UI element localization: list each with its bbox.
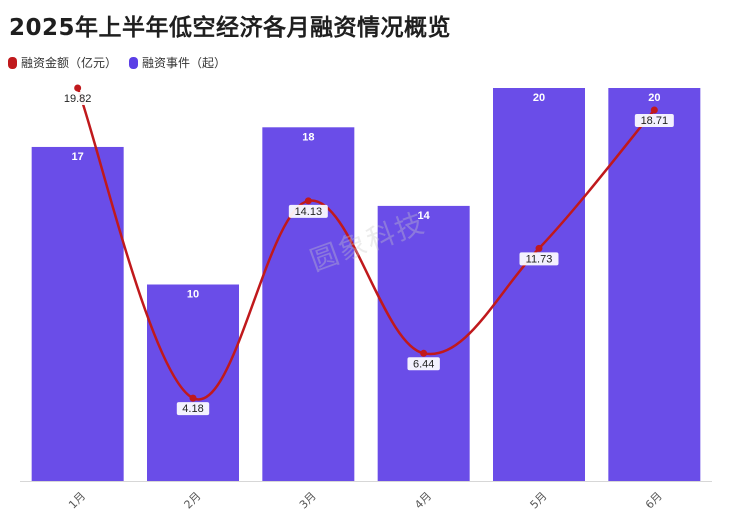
line-value-bg-3 bbox=[288, 204, 328, 218]
legend: 融资金额（亿元） 融资事件（起） bbox=[8, 54, 226, 71]
line-value-label-1: 19.82 bbox=[64, 93, 92, 105]
bar-value-label-4: 14 bbox=[418, 210, 431, 222]
line-point-5 bbox=[535, 244, 543, 252]
line-value-label-4: 6.44 bbox=[413, 358, 434, 370]
bar-1 bbox=[31, 146, 124, 481]
legend-item-amount[interactable]: 融资金额（亿元） bbox=[8, 54, 117, 71]
line-value-bg-5 bbox=[519, 252, 559, 266]
bar-4 bbox=[377, 205, 470, 481]
line-value-bg-6 bbox=[634, 114, 674, 128]
line-point-2 bbox=[189, 394, 197, 402]
bar-2 bbox=[147, 284, 239, 481]
line-point-6 bbox=[650, 106, 658, 114]
x-tick-label-5: 5月 bbox=[528, 490, 550, 512]
line-value-bg-4 bbox=[407, 357, 440, 371]
bar-value-label-6: 20 bbox=[648, 92, 660, 104]
legend-label-events: 融资事件（起） bbox=[142, 56, 227, 70]
legend-item-events[interactable]: 融资事件（起） bbox=[129, 54, 226, 71]
line-value-bg-2 bbox=[176, 402, 210, 416]
line-point-3 bbox=[304, 197, 312, 205]
line-value-label-2: 4.18 bbox=[182, 403, 203, 415]
legend-label-amount: 融资金额（亿元） bbox=[21, 56, 118, 70]
bar-6 bbox=[608, 88, 701, 481]
line-value-label-3: 14.13 bbox=[295, 206, 323, 218]
bar-value-label-3: 18 bbox=[302, 131, 314, 143]
bar-3 bbox=[262, 127, 355, 482]
line-value-label-6: 18.71 bbox=[641, 115, 669, 127]
chart-title: 2025年上半年低空经济各月融资情况概览 bbox=[9, 15, 452, 41]
line-value-bg-1 bbox=[58, 92, 98, 105]
bar-5 bbox=[493, 88, 585, 481]
legend-swatch-events bbox=[129, 56, 139, 69]
x-tick-label-2: 2月 bbox=[182, 490, 204, 512]
x-tick-label-1: 1月 bbox=[66, 490, 88, 512]
x-tick-label-4: 4月 bbox=[412, 490, 434, 512]
x-tick-label-3: 3月 bbox=[297, 490, 319, 512]
legend-swatch-amount bbox=[8, 56, 17, 69]
x-tick-label-6: 6月 bbox=[643, 490, 665, 512]
line-point-1 bbox=[74, 84, 82, 92]
bar-value-label-1: 17 bbox=[72, 151, 84, 163]
bar-value-label-5: 20 bbox=[533, 92, 545, 104]
bar-value-label-2: 10 bbox=[187, 289, 199, 301]
line-point-4 bbox=[420, 349, 428, 357]
line-value-label-5: 11.73 bbox=[526, 253, 553, 265]
